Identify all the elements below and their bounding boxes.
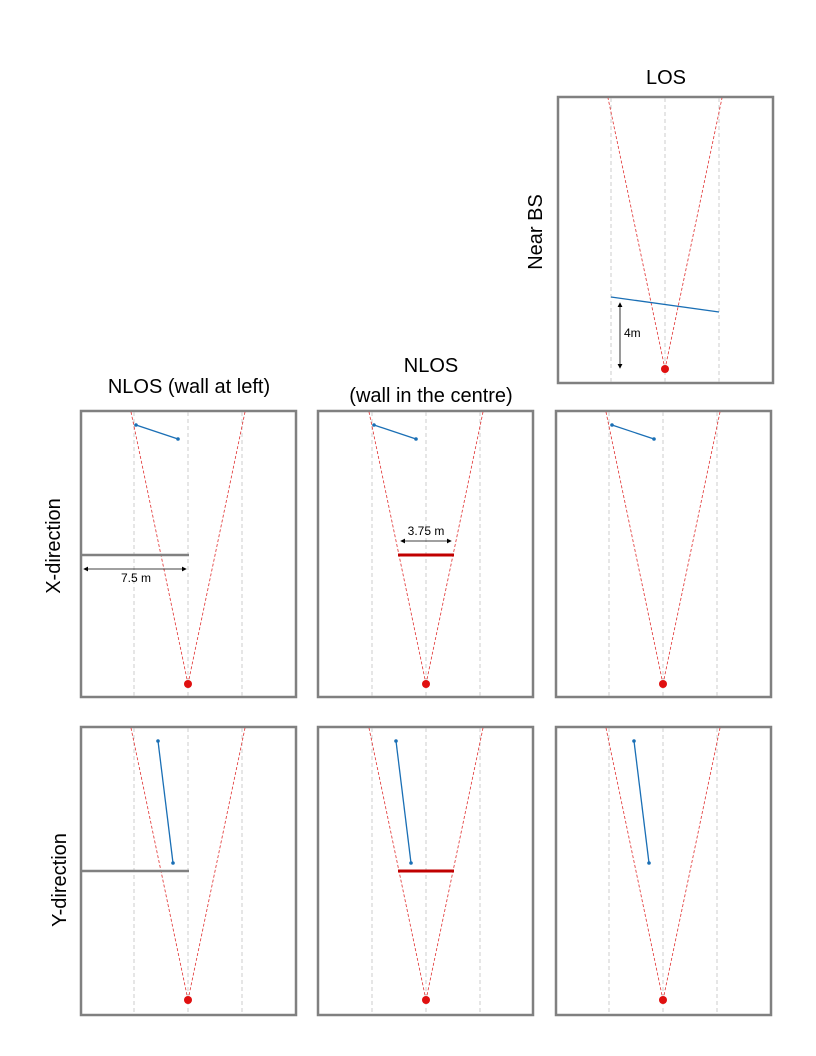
column-heading-nlos-left: NLOS (wall at left) [108, 376, 270, 398]
trajectory-start-icon [610, 423, 614, 427]
base-station-icon [661, 365, 669, 373]
trajectory-line [135, 424, 179, 440]
column-heading-nlos-centre-1: NLOS [404, 355, 458, 377]
guide-lines [608, 728, 718, 1014]
row-label-x-direction: X-direction [43, 498, 65, 594]
trajectory-line [373, 424, 417, 440]
distance-label: 4m [624, 326, 641, 340]
base-station-icon [659, 996, 667, 1004]
wall-length-label: 3.75 m [408, 524, 445, 538]
panel-y-nlos-left [79, 725, 298, 1017]
coverage-cone [130, 411, 246, 685]
panel-frame [554, 725, 773, 1017]
panel-frame [554, 409, 773, 699]
coverage-cone [368, 411, 484, 685]
trajectory-line [633, 740, 650, 864]
coverage-cone [607, 97, 723, 370]
coverage-cone [605, 411, 721, 685]
trajectory-line [610, 296, 720, 313]
panel-x-nlos-centre: 3.75 m [316, 409, 535, 699]
trajectory-end-icon [171, 861, 175, 865]
base-station-icon [184, 996, 192, 1004]
panel-y-los [554, 725, 773, 1017]
row-label-y-direction: Y-direction [49, 833, 71, 927]
row-label-near-bs: Near BS [525, 194, 547, 270]
trajectory-line [157, 740, 174, 864]
guide-lines [610, 98, 720, 382]
trajectory-start-icon [134, 423, 138, 427]
guide-lines [608, 412, 718, 696]
coverage-cone [368, 727, 484, 1001]
panel-x-nlos-left: 7.5 m [79, 409, 298, 699]
trajectory-end-icon [409, 861, 413, 865]
coverage-cone [130, 727, 246, 1001]
panel-frame [556, 95, 775, 385]
panel-near-bs-los: 4m [556, 95, 775, 385]
column-heading-nlos-centre-2: (wall in the centre) [349, 385, 512, 407]
trajectory-start-icon [372, 423, 376, 427]
trajectory-end-icon [647, 861, 651, 865]
trajectory-line [611, 424, 655, 440]
trajectory-end-icon [414, 437, 418, 441]
column-heading-los: LOS [646, 67, 686, 89]
trajectory-start-icon [394, 739, 398, 743]
trajectory-start-icon [156, 739, 160, 743]
base-station-icon [422, 680, 430, 688]
coverage-cone [605, 727, 721, 1001]
panel-y-nlos-centre [316, 725, 535, 1017]
trajectory-end-icon [652, 437, 656, 441]
trajectory-start-icon [632, 739, 636, 743]
base-station-icon [659, 680, 667, 688]
trajectory-end-icon [176, 437, 180, 441]
base-station-icon [184, 680, 192, 688]
wall-length-label: 7.5 m [121, 571, 151, 585]
panel-x-los [554, 409, 773, 699]
base-station-icon [422, 996, 430, 1004]
trajectory-line [395, 740, 412, 864]
